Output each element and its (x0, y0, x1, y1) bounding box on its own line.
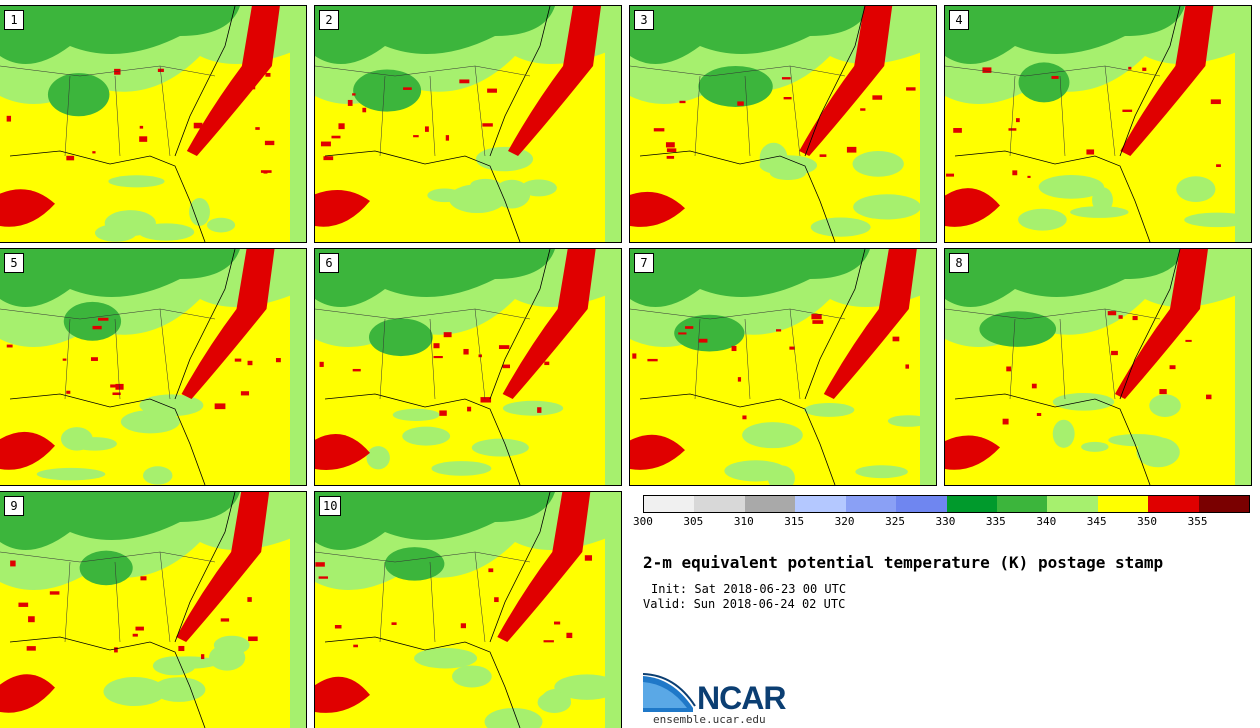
init-time: Init: Sat 2018-06-23 00 UTC (651, 582, 847, 596)
colorbar-segment (1097, 496, 1149, 512)
member-number-label: 6 (319, 253, 339, 273)
member-number-label: 8 (949, 253, 969, 273)
colorbar-tick-label: 345 (1086, 515, 1107, 528)
ensemble-member-map: 7 (629, 248, 937, 486)
logo-name: NCAR (697, 680, 786, 716)
ensemble-member-map: 4 (944, 5, 1252, 243)
ensemble-member-map: 8 (944, 248, 1252, 486)
member-number-label: 10 (319, 496, 342, 516)
colorbar-tick-label: 305 (683, 515, 704, 528)
member-number-label: 7 (634, 253, 654, 273)
member-number-label: 3 (634, 10, 654, 30)
colorbar-segment (896, 496, 947, 512)
colorbar-ticks: 300 305 310 315 320 325 330 335 340 345 350 355 (633, 515, 1253, 529)
colorbar-tick-label: 325 (885, 515, 905, 528)
colorbar-segment (744, 496, 796, 512)
colorbar-segment (1198, 496, 1250, 512)
colorbar-tick-label: 300 (633, 515, 653, 528)
colorbar (643, 495, 1250, 513)
colorbar-tick-label: 330 (935, 515, 956, 528)
member-number-label: 2 (319, 10, 339, 30)
logo-url: ensemble.ucar.edu (653, 713, 766, 726)
ensemble-member-map: 2 (314, 5, 622, 243)
ensemble-member-map: 6 (314, 248, 622, 486)
colorbar-tick-label: 350 (1137, 515, 1158, 528)
colorbar-segment (946, 496, 997, 512)
ensemble-member-map: 10 (314, 491, 622, 728)
member-number-label: 9 (4, 496, 24, 516)
member-number-label: 4 (949, 10, 969, 30)
colorbar-tick-label: 340 (1036, 515, 1057, 528)
plot-title: 2-m equivalent potential temperature (K)… (643, 553, 1164, 572)
ensemble-member-map: 1 (0, 5, 307, 243)
colorbar-segment (996, 496, 1048, 512)
valid-time: Valid: Sun 2018-06-24 02 UTC (643, 597, 846, 611)
colorbar-tick-label: 355 (1187, 515, 1208, 528)
member-number-label: 1 (4, 10, 24, 30)
colorbar-tick-label: 315 (784, 515, 805, 528)
ncar-logo-icon (643, 673, 696, 712)
ensemble-member-map: 5 (0, 248, 307, 486)
colorbar-segment (795, 496, 846, 512)
colorbar-tick-label: 320 (834, 515, 855, 528)
colorbar-segment (845, 496, 897, 512)
ensemble-member-map: 9 (0, 491, 307, 728)
colorbar-tick-label: 335 (985, 515, 1006, 528)
colorbar-segment (644, 496, 695, 512)
colorbar-tick-label: 310 (733, 515, 754, 528)
colorbar-segment (1047, 496, 1098, 512)
member-number-label: 5 (4, 253, 24, 273)
colorbar-segment (1148, 496, 1199, 512)
colorbar-segment (694, 496, 745, 512)
ensemble-member-map: 3 (629, 5, 937, 243)
